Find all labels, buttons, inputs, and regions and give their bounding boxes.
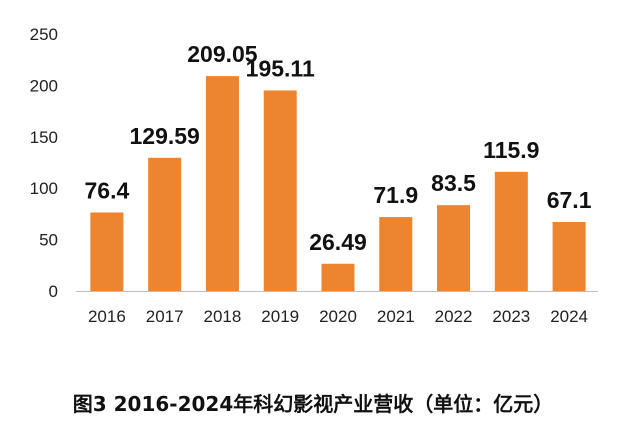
data-label-2019: 195.11 — [246, 55, 315, 81]
y-tick-label: 150 — [30, 128, 58, 147]
x-tick-label-2021: 2021 — [377, 307, 415, 326]
x-axis: 2016 2017 2018 2019 2020 2021 2022 2023 2024 — [88, 307, 588, 326]
x-tick-label-2019: 2019 — [261, 307, 299, 326]
data-label-2021: 71.9 — [373, 182, 418, 208]
data-label-2023: 115.9 — [483, 137, 539, 163]
bar-2022 — [437, 205, 471, 291]
data-label-2020: 26.49 — [309, 229, 367, 255]
bar-2024 — [552, 222, 586, 291]
bar-2018 — [205, 76, 239, 291]
x-tick-label-2020: 2020 — [319, 307, 357, 326]
x-tick-label-2022: 2022 — [435, 307, 473, 326]
x-tick-label-2024: 2024 — [550, 307, 588, 326]
bar-2021 — [379, 217, 413, 291]
bar-2023 — [494, 171, 528, 291]
y-axis: 0 50 100 150 200 250 — [30, 25, 58, 301]
y-tick-label: 50 — [39, 231, 58, 250]
figure-caption: 图3 2016-2024年科幻影视产业营收（单位：亿元） — [72, 392, 554, 416]
bar-2020 — [321, 263, 355, 291]
y-tick-label: 250 — [30, 25, 58, 44]
y-tick-label: 200 — [30, 76, 58, 95]
y-tick-label: 0 — [49, 282, 58, 301]
bars — [90, 76, 586, 292]
data-label-2024: 67.1 — [547, 187, 592, 213]
x-tick-label-2017: 2017 — [146, 307, 184, 326]
bar-2017 — [148, 157, 182, 291]
data-label-2018: 209.05 — [187, 41, 258, 67]
data-label-2016: 76.4 — [85, 177, 130, 203]
bar-2016 — [90, 212, 124, 291]
x-tick-label-2016: 2016 — [88, 307, 126, 326]
y-tick-label: 100 — [30, 179, 58, 198]
bar-2019 — [263, 90, 297, 292]
x-tick-label-2023: 2023 — [492, 307, 530, 326]
data-label-2017: 129.59 — [129, 123, 199, 149]
x-tick-label-2018: 2018 — [204, 307, 242, 326]
data-label-2022: 83.5 — [431, 170, 476, 196]
